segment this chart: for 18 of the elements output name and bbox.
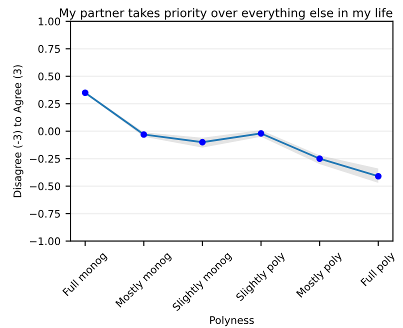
y-tick-label: −0.25 bbox=[30, 154, 60, 163]
point bbox=[374, 172, 382, 180]
chart-title: My partner takes priority over everything else in my life bbox=[60, 8, 392, 20]
y-tick-label: 1.00 bbox=[38, 18, 60, 26]
y-tick-label: 0.75 bbox=[38, 45, 60, 53]
y-tick-label: −1.00 bbox=[30, 237, 60, 246]
point bbox=[82, 89, 88, 96]
point bbox=[140, 131, 148, 138]
point bbox=[316, 155, 323, 162]
y-tick-label: −0.75 bbox=[30, 210, 60, 218]
y-tick-label: 0.50 bbox=[38, 72, 60, 80]
y-tick-label: −0.50 bbox=[30, 182, 60, 190]
y-tick-label: 0.00 bbox=[38, 127, 60, 136]
point bbox=[258, 130, 264, 137]
y-axis-title: Disagree (-3) to Agree (3) bbox=[13, 65, 24, 198]
y-tick-label: 0.25 bbox=[38, 100, 60, 108]
x-axis-title: Polyness bbox=[210, 316, 254, 326]
point bbox=[199, 138, 206, 146]
